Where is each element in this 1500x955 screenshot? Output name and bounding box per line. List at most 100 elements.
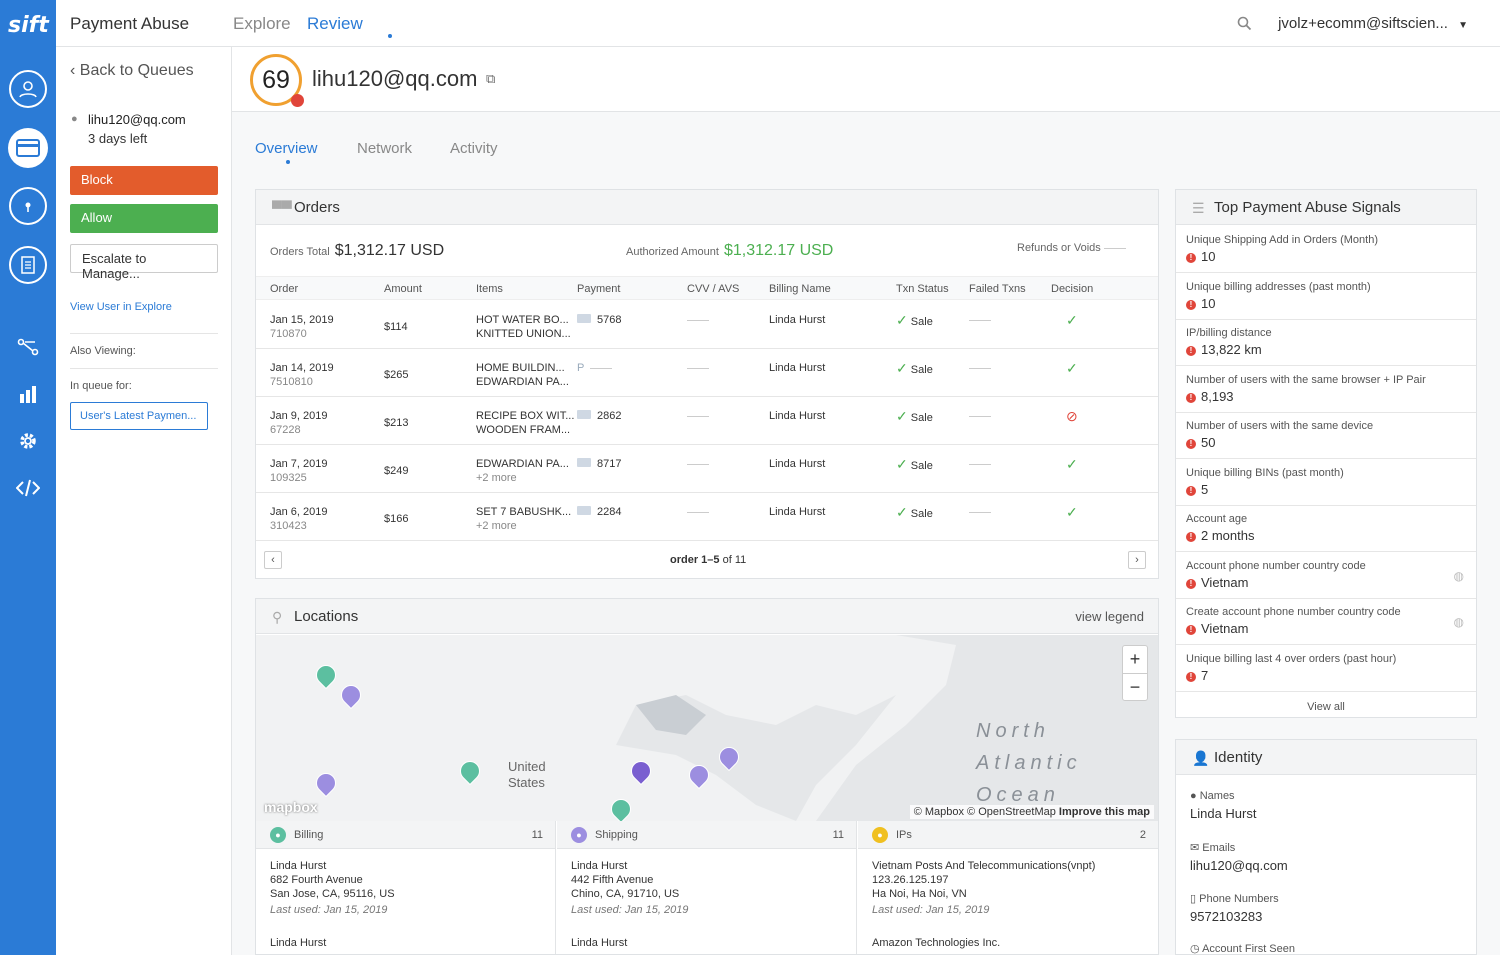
signal-label: IP/billing distance (1186, 327, 1272, 339)
col-amount[interactable]: Amount (384, 283, 422, 295)
left-nav: sift (0, 0, 56, 955)
allow-button[interactable]: Allow (70, 204, 218, 233)
block-button[interactable]: Block (70, 166, 218, 195)
table-row[interactable]: Jan 6, 2019 310423 $166 SET 7 BABUSHK... +2 … (256, 493, 1158, 541)
user-menu[interactable]: jvolz+ecomm@siftscien... ▼ (1278, 15, 1468, 32)
col-failed-txns[interactable]: Failed Txns (969, 283, 1026, 295)
signal-label: Unique Shipping Add in Orders (Month) (1186, 234, 1378, 246)
signal-item: Account phone number country code! Vietna… (1176, 552, 1476, 599)
zoom-in-button[interactable]: + (1123, 646, 1147, 674)
identity-title: Identity (1214, 749, 1263, 766)
item-line: +2 more (476, 472, 517, 484)
col-payment[interactable]: Payment (577, 283, 621, 295)
check-icon: ✓ (896, 312, 908, 328)
tab-explore[interactable]: Explore (233, 14, 291, 33)
order-id[interactable]: 7510810 (270, 376, 313, 388)
card-last4: 2284 (597, 506, 622, 518)
view-all-link[interactable]: View all (1307, 701, 1345, 713)
search-icon[interactable] (1237, 16, 1252, 36)
escalate-button[interactable]: Escalate to Manage... (70, 244, 218, 281)
order-id[interactable]: 310423 (270, 520, 307, 532)
bar-chart-icon[interactable] (8, 374, 48, 414)
network-icon[interactable] (8, 327, 48, 367)
amount-cell: $213 (384, 417, 409, 429)
tab-review[interactable]: Review (307, 14, 363, 33)
divider (70, 333, 218, 334)
items-cell: HOME BUILDIN... EDWARDIAN PA... (476, 361, 569, 389)
signal-value-row: ! Vietnam (1186, 575, 1466, 590)
col-billing-name[interactable]: Billing Name (769, 283, 831, 295)
cvv-cell (687, 457, 709, 471)
prev-page-button[interactable]: ‹ (264, 551, 282, 569)
location-name: Linda Hurst (571, 860, 628, 872)
payment-card-icon[interactable] (8, 128, 48, 168)
col-items[interactable]: Items (476, 283, 503, 295)
external-link-icon[interactable]: ⧉ (486, 71, 496, 86)
map-land (256, 635, 956, 821)
status-label: Sale (910, 316, 933, 328)
alert-icon: ! (1186, 253, 1196, 263)
tab-overview[interactable]: Overview (255, 140, 318, 157)
alert-icon: ! (1186, 299, 1196, 310)
locations-header: ⚲ Locations view legend (256, 599, 1158, 634)
check-icon: ✓ (1066, 504, 1078, 520)
alert-icon: ! (1186, 485, 1196, 496)
map[interactable]: United States North Atlantic Ocean + − mapbo… (256, 635, 1158, 821)
next-page-button[interactable]: › (1128, 551, 1146, 569)
back-to-queues-link[interactable]: ‹ Back to Queues (70, 62, 194, 80)
view-legend-link[interactable]: view legend (1075, 609, 1144, 624)
table-row[interactable]: Jan 15, 2019 710870 $114 HOT WATER BO... KNI… (256, 301, 1158, 349)
col-decision[interactable]: Decision (1051, 283, 1094, 295)
status-label: Sale (910, 412, 933, 424)
globe-icon: ◍ (1453, 568, 1464, 583)
identity-names: ● Names Linda Hurst (1190, 790, 1256, 821)
item-line: WOODEN FRAM... (476, 424, 571, 436)
col-cvv-avs[interactable]: CVV / AVS (687, 283, 740, 295)
sift-logo[interactable]: sift (8, 13, 49, 38)
code-icon[interactable] (8, 468, 48, 508)
ocean-line3: Ocean (976, 784, 1060, 806)
table-row[interactable]: Jan 7, 2019 109325 $249 EDWARDIAN PA... +2 m… (256, 445, 1158, 493)
names-value: Linda Hurst (1190, 806, 1257, 821)
mapbox-logo[interactable]: mapbox (264, 799, 318, 815)
payment-cell: P (577, 361, 613, 375)
zoom-out-button[interactable]: − (1129, 677, 1141, 697)
order-cell: Jan 15, 2019 710870 (270, 313, 334, 341)
gear-icon[interactable] (8, 421, 48, 461)
signals-title: Top Payment Abuse Signals (1214, 199, 1401, 216)
person-icon: ● (71, 113, 78, 125)
document-icon[interactable] (9, 246, 47, 284)
table-row[interactable]: Jan 9, 2019 67228 $213 RECIPE BOX WIT... WOO… (256, 397, 1158, 445)
tab-activity[interactable]: Activity (450, 140, 498, 157)
attribution-text[interactable]: © Mapbox © OpenStreetMap (913, 806, 1056, 818)
queue-button[interactable]: User's Latest Paymen... (70, 402, 208, 430)
signals-card: ☰ Top Payment Abuse Signals Unique Shippi… (1175, 189, 1477, 718)
location-count: 11 (531, 829, 543, 841)
last-used: Last used: Jan 15, 2019 (872, 904, 990, 916)
billing-cell: Linda Hurst (769, 362, 826, 374)
user-icon[interactable] (9, 70, 47, 108)
shield-icon[interactable] (9, 187, 47, 225)
status-cell: ✓ Sale (896, 457, 933, 473)
tab-network[interactable]: Network (357, 140, 413, 157)
ocean-line2: Atlantic (976, 752, 1082, 774)
order-id[interactable]: 109325 (270, 472, 307, 484)
active-subtab-indicator (286, 160, 290, 164)
col-txn-status[interactable]: Txn Status (896, 283, 949, 295)
failed-cell (969, 409, 991, 423)
order-cell: Jan 6, 2019 310423 (270, 505, 328, 533)
person-icon: 👤 (1192, 750, 1210, 766)
authorized-amount: Authorized Amount $1,312.17 USD (626, 242, 833, 260)
signal-label: Unique billing last 4 over orders (past … (1186, 652, 1397, 665)
col-order[interactable]: Order (270, 283, 299, 295)
ocean-line1: North (976, 720, 1050, 742)
improve-map-link[interactable]: Improve this map (1058, 806, 1150, 818)
table-row[interactable]: Jan 14, 2019 7510810 $265 HOME BUILDIN... ED… (256, 349, 1158, 397)
order-id[interactable]: 67228 (270, 424, 301, 436)
view-user-explore-link[interactable]: View User in Explore (70, 301, 172, 313)
order-date: Jan 14, 2019 (270, 362, 334, 374)
dash (969, 367, 991, 369)
days-left: 3 days left (88, 131, 148, 146)
order-id[interactable]: 710870 (270, 328, 307, 340)
pager-total: of 11 (722, 554, 747, 566)
